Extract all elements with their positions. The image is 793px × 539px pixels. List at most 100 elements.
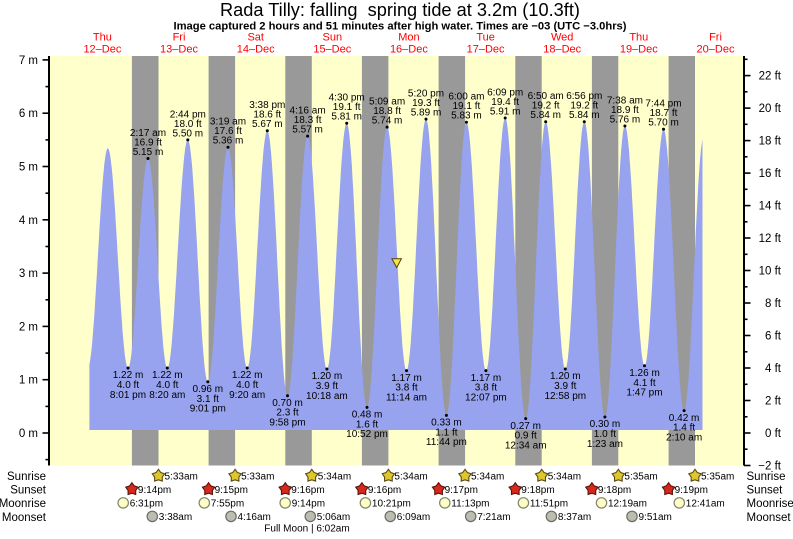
svg-text:3.1 ft: 3.1 ft (197, 394, 219, 405)
svg-text:5:33am: 5:33am (241, 472, 274, 483)
svg-text:5:34am: 5:34am (471, 472, 504, 483)
svg-text:Rada Tilly: falling spring ti: Rada Tilly: falling spring tide at 3.2m … (220, 0, 580, 20)
svg-text:3.9 ft: 3.9 ft (554, 381, 576, 392)
svg-text:19.2 ft: 19.2 ft (570, 101, 598, 112)
svg-text:3:38am: 3:38am (159, 512, 192, 523)
svg-text:9:16pm: 9:16pm (291, 485, 324, 496)
svg-text:7:38 am: 7:38 am (607, 95, 643, 106)
svg-text:10:52 pm: 10:52 pm (346, 429, 388, 440)
svg-text:4 m: 4 m (19, 215, 38, 227)
svg-text:Moonrise: Moonrise (747, 498, 793, 510)
svg-text:1.22 m: 1.22 m (152, 370, 183, 381)
svg-text:Image captured 2 hours and 51: Image captured 2 hours and 51 minutes af… (173, 21, 626, 33)
svg-text:Fri: Fri (173, 32, 186, 44)
svg-text:3 m: 3 m (19, 268, 38, 280)
svg-text:8:20 am: 8:20 am (149, 390, 185, 401)
svg-text:11:44 pm: 11:44 pm (426, 437, 467, 448)
svg-text:Moonrise: Moonrise (0, 498, 46, 510)
svg-text:19–Dec: 19–Dec (620, 44, 658, 56)
svg-text:6:00 am: 6:00 am (448, 92, 484, 103)
svg-text:1.22 m: 1.22 m (232, 370, 263, 381)
svg-text:12:58 pm: 12:58 pm (544, 391, 586, 402)
svg-text:19.1 ft: 19.1 ft (452, 101, 480, 112)
svg-text:5:34am: 5:34am (548, 472, 581, 483)
svg-text:4:30 pm: 4:30 pm (329, 93, 365, 104)
svg-text:5:33am: 5:33am (165, 472, 198, 483)
svg-text:6:50 am: 6:50 am (528, 91, 564, 102)
svg-text:15–Dec: 15–Dec (313, 44, 351, 56)
svg-text:5.50 m: 5.50 m (173, 128, 204, 139)
svg-text:0 ft: 0 ft (765, 428, 782, 440)
svg-text:1.22 m: 1.22 m (113, 370, 144, 381)
svg-text:4.0 ft: 4.0 ft (236, 380, 258, 391)
svg-text:9:58 pm: 9:58 pm (269, 418, 305, 429)
svg-text:12–Dec: 12–Dec (83, 44, 121, 56)
svg-text:Sunrise: Sunrise (7, 471, 46, 483)
svg-text:8:01 pm: 8:01 pm (110, 390, 146, 401)
svg-text:3:19 am: 3:19 am (210, 117, 246, 128)
svg-text:18–Dec: 18–Dec (543, 44, 581, 56)
svg-text:2.3 ft: 2.3 ft (276, 408, 298, 419)
svg-text:16 ft: 16 ft (759, 168, 782, 180)
svg-text:0.33 m: 0.33 m (431, 418, 462, 429)
svg-text:5:35am: 5:35am (701, 472, 734, 483)
svg-text:1.20 m: 1.20 m (312, 371, 343, 382)
svg-text:11:51pm: 11:51pm (530, 499, 568, 510)
svg-text:Fri: Fri (709, 32, 722, 44)
svg-text:9:18pm: 9:18pm (521, 485, 554, 496)
svg-text:4 ft: 4 ft (765, 363, 782, 375)
svg-text:4.0 ft: 4.0 ft (117, 380, 139, 391)
svg-text:0.9 ft: 0.9 ft (515, 431, 537, 442)
svg-text:12:07 pm: 12:07 pm (465, 392, 507, 403)
svg-text:3.9 ft: 3.9 ft (316, 381, 338, 392)
svg-text:5.70 m: 5.70 m (648, 118, 679, 129)
svg-text:Wed: Wed (551, 32, 573, 44)
svg-text:5.74 m: 5.74 m (372, 116, 403, 127)
svg-text:Sun: Sun (323, 32, 343, 44)
svg-text:7:44 pm: 7:44 pm (645, 99, 681, 110)
svg-text:13–Dec: 13–Dec (160, 44, 198, 56)
svg-text:5.83 m: 5.83 m (451, 111, 482, 122)
svg-text:Tue: Tue (476, 32, 495, 44)
svg-text:5:34am: 5:34am (394, 472, 427, 483)
svg-text:1.1 ft: 1.1 ft (435, 427, 457, 438)
svg-text:3.8 ft: 3.8 ft (475, 383, 497, 394)
svg-text:9:19pm: 9:19pm (675, 485, 708, 496)
svg-text:1.6 ft: 1.6 ft (356, 419, 378, 430)
svg-text:0.30 m: 0.30 m (590, 419, 621, 430)
svg-text:Sunset: Sunset (747, 485, 784, 497)
svg-text:12:34 am: 12:34 am (505, 440, 547, 451)
svg-text:9:15pm: 9:15pm (215, 485, 248, 496)
svg-text:12:19am: 12:19am (608, 499, 647, 510)
svg-text:10:18 am: 10:18 am (306, 391, 348, 402)
svg-text:0.27 m: 0.27 m (510, 421, 541, 432)
svg-text:10 ft: 10 ft (759, 266, 782, 278)
svg-text:1 m: 1 m (19, 375, 38, 387)
svg-text:12:41am: 12:41am (686, 499, 725, 510)
svg-text:14–Dec: 14–Dec (237, 44, 275, 56)
svg-text:2:44 pm: 2:44 pm (170, 109, 206, 120)
svg-text:7:55pm: 7:55pm (211, 499, 244, 510)
svg-text:18.9 ft: 18.9 ft (611, 105, 639, 116)
svg-text:8:37am: 8:37am (558, 512, 591, 523)
svg-text:1.17 m: 1.17 m (391, 373, 422, 384)
svg-text:4:16 am: 4:16 am (290, 106, 326, 117)
svg-text:Moonset: Moonset (747, 512, 792, 524)
svg-text:18.7 ft: 18.7 ft (650, 108, 678, 119)
svg-text:18.3 ft: 18.3 ft (294, 115, 322, 126)
svg-text:Sunrise: Sunrise (747, 471, 786, 483)
svg-text:5.67 m: 5.67 m (252, 119, 283, 130)
svg-text:7:21am: 7:21am (477, 512, 510, 523)
svg-text:5:06am: 5:06am (317, 512, 350, 523)
svg-text:6:56 pm: 6:56 pm (566, 91, 602, 102)
svg-text:1.26 m: 1.26 m (629, 368, 660, 379)
svg-text:7 m: 7 m (19, 55, 38, 67)
svg-text:5.81 m: 5.81 m (331, 112, 362, 123)
svg-text:5.91 m: 5.91 m (490, 106, 521, 117)
svg-text:18.0 ft: 18.0 ft (174, 119, 202, 130)
svg-text:0.42 m: 0.42 m (669, 413, 700, 424)
svg-text:2 ft: 2 ft (765, 396, 782, 408)
svg-text:0 m: 0 m (19, 428, 38, 440)
svg-text:19.2 ft: 19.2 ft (532, 101, 560, 112)
svg-text:12 ft: 12 ft (759, 233, 782, 245)
